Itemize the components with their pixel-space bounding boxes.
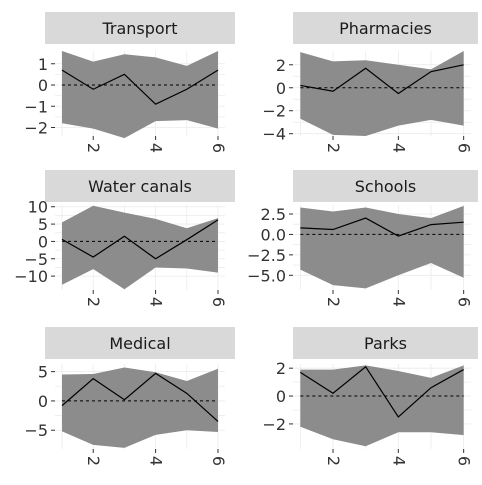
facet-title: Parks <box>364 334 407 353</box>
x-tick-label: 2 <box>84 297 103 307</box>
estimate-line <box>61 372 219 422</box>
facet-strip <box>293 170 478 202</box>
facet-title: Transport <box>101 19 177 38</box>
estimate-line <box>300 64 464 95</box>
facet-strip <box>293 12 478 44</box>
x-tick-label: 2 <box>324 456 343 466</box>
x-tick-label: 6 <box>209 297 228 307</box>
x-tick-label: 4 <box>389 456 408 466</box>
y-tick-label: 0 <box>38 76 48 95</box>
y-tick-label: 5 <box>38 215 48 234</box>
estimate-line <box>300 365 464 418</box>
facet-panel: Transport 1 0 −1 −2 2 4 6 <box>24 12 235 153</box>
y-tick-label: 5 <box>38 363 48 382</box>
y-tick-label: −2.5 <box>247 246 286 265</box>
x-tick-label: 4 <box>147 297 166 307</box>
confidence-band <box>300 51 464 136</box>
y-tick-label: 2 <box>276 56 286 75</box>
y-tick-label: 0 <box>276 79 286 98</box>
x-tick-label: 4 <box>389 297 408 307</box>
y-tick-label: −5 <box>24 421 48 440</box>
facet-panel: Schools 2.50.0 −2.5−5.0 2 4 6 <box>247 170 478 307</box>
y-tick-label: −10 <box>14 267 48 286</box>
x-tick-label: 4 <box>389 143 408 153</box>
x-tick-label: 6 <box>209 456 228 466</box>
x-tick-label: 6 <box>455 143 474 153</box>
facet-strip <box>45 170 235 202</box>
y-tick-label: 2 <box>276 359 286 378</box>
x-tick-label: 4 <box>147 143 166 153</box>
confidence-band <box>62 51 218 139</box>
facet-panel: Medical 5 0 −5 2 4 6 <box>24 327 235 466</box>
x-tick-label: 2 <box>84 143 103 153</box>
facet-strip <box>45 12 235 44</box>
y-tick-label: 10 <box>28 198 48 217</box>
facet-title: Medical <box>109 334 170 353</box>
x-tick-label: 6 <box>455 456 474 466</box>
confidence-band <box>300 205 464 289</box>
y-tick-label: 0 <box>276 387 286 406</box>
facet-strip <box>293 327 478 359</box>
facet-panel: Pharmacies 2 0 −2 −4 2 4 6 <box>262 12 478 153</box>
x-tick-label: 2 <box>84 456 103 466</box>
y-tick-label: 0 <box>38 392 48 411</box>
y-tick-label: 0 <box>38 232 48 251</box>
y-tick-label: −1 <box>24 97 48 116</box>
y-tick-label: −5 <box>24 250 48 269</box>
y-tick-label: −2 <box>262 102 286 121</box>
y-tick-label: −2 <box>24 119 48 138</box>
estimate-line <box>300 217 464 237</box>
x-tick-label: 2 <box>324 297 343 307</box>
y-tick-label: −2 <box>262 415 286 434</box>
facet-title: Water canals <box>88 177 192 196</box>
facet-panel: Parks 2 0 −2 2 4 6 <box>262 327 478 466</box>
facet-title: Schools <box>355 177 416 196</box>
x-tick-label: 4 <box>147 456 166 466</box>
estimate-line <box>61 69 219 105</box>
y-tick-label: 1 <box>38 55 48 74</box>
y-tick-label: −4 <box>262 125 286 144</box>
x-tick-label: 2 <box>324 143 343 153</box>
confidence-band <box>300 365 464 447</box>
confidence-band <box>62 367 218 448</box>
facet-title: Pharmacies <box>339 19 432 38</box>
y-tick-label: −5.0 <box>247 266 286 285</box>
y-tick-label: 2.5 <box>261 205 286 224</box>
x-tick-label: 6 <box>455 297 474 307</box>
x-tick-label: 6 <box>209 143 228 153</box>
estimate-line <box>61 219 219 260</box>
facet-strip <box>45 327 235 359</box>
y-tick-label: 0.0 <box>261 225 286 244</box>
